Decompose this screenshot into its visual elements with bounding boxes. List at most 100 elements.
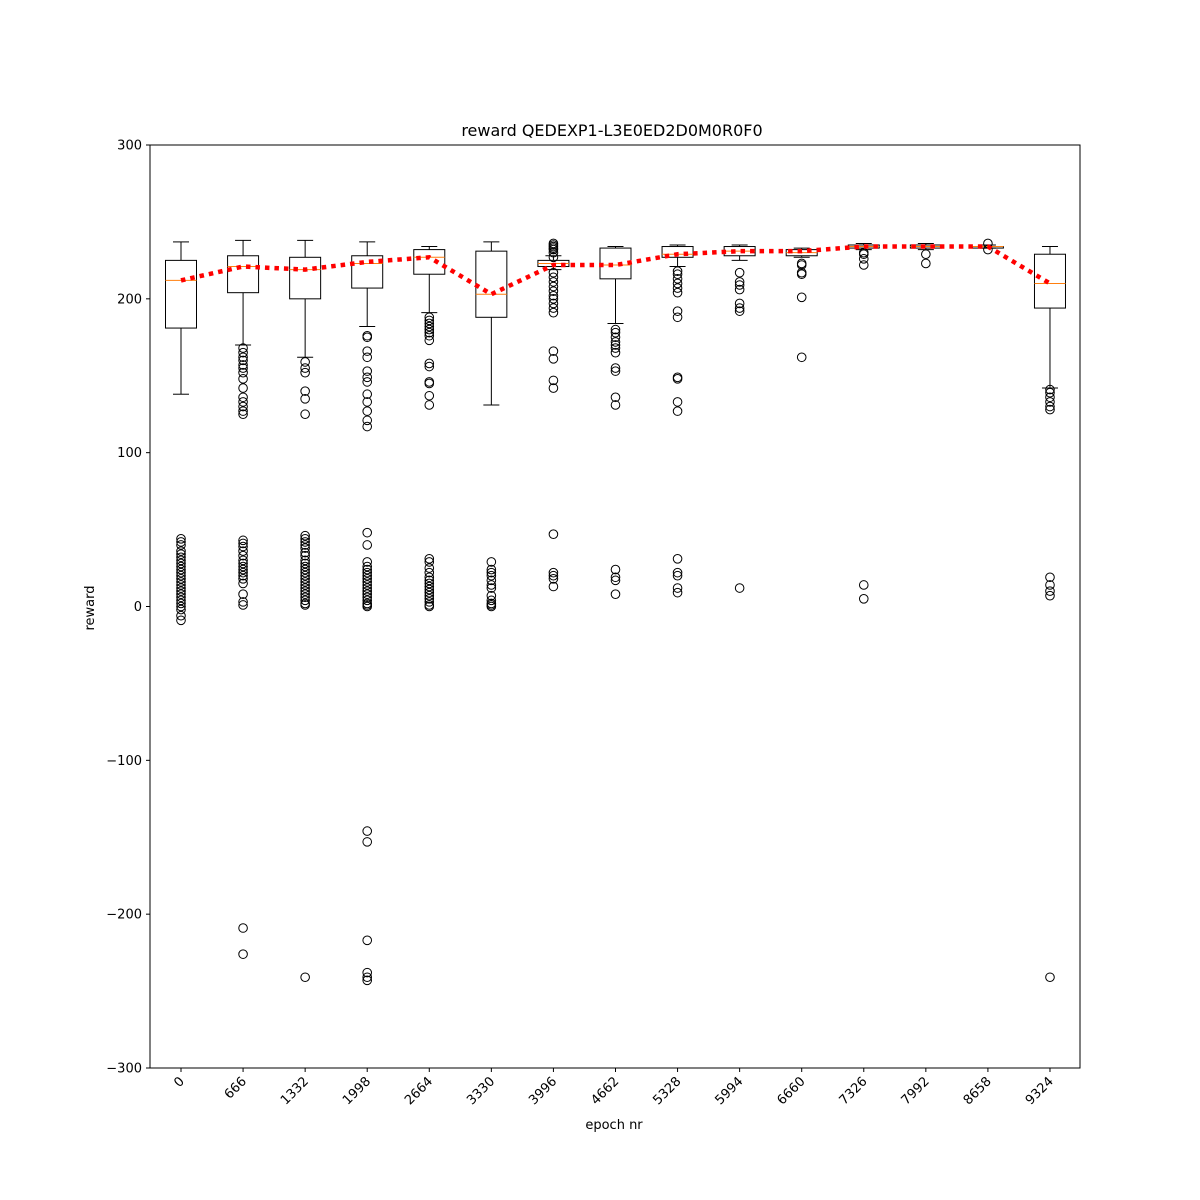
outlier-point	[424, 557, 435, 567]
outlier-point	[300, 363, 310, 373]
outlier-point	[672, 278, 683, 289]
y-tick-label: 100	[117, 446, 142, 461]
outlier-point	[610, 572, 621, 583]
plot-area	[165, 238, 1066, 986]
outlier-point	[362, 972, 373, 983]
outlier-point	[176, 534, 186, 544]
outlier-point	[548, 272, 559, 283]
x-tick-label: 0	[171, 1074, 187, 1090]
outlier-point	[610, 340, 621, 350]
outlier-point	[238, 363, 248, 373]
outlier-point	[300, 570, 310, 581]
outlier-point	[1045, 580, 1055, 590]
y-tick-label: −100	[106, 754, 142, 769]
outlier-point	[610, 575, 621, 586]
outlier-point	[1045, 387, 1055, 398]
outlier-point	[176, 586, 186, 596]
outlier-point	[610, 400, 621, 410]
outlier-point	[176, 604, 186, 615]
x-tick-label: 1998	[340, 1074, 374, 1108]
outlier-point	[672, 306, 683, 316]
outlier-point	[548, 286, 559, 296]
outlier-point	[796, 269, 807, 280]
outlier-point	[300, 595, 310, 606]
outlier-point	[672, 397, 683, 407]
y-tick-label: 0	[134, 600, 142, 615]
outlier-point	[424, 318, 435, 329]
outlier-point	[858, 580, 869, 590]
outlier-point	[548, 252, 559, 263]
outlier-point	[300, 583, 310, 593]
outlier-point	[176, 540, 186, 550]
outlier-point	[362, 421, 373, 432]
outlier-point	[486, 575, 497, 586]
outlier-point	[300, 540, 310, 550]
x-tick-label: 7992	[899, 1074, 933, 1108]
outlier-point	[610, 564, 621, 575]
chart-title: reward QEDEXP1-L3E0ED2D0M0R0F0	[461, 121, 762, 140]
outlier-point	[672, 587, 683, 598]
outlier-point	[176, 610, 186, 621]
outlier-point	[672, 374, 683, 384]
outlier-point	[362, 332, 373, 343]
outlier-point	[858, 249, 869, 260]
outlier-point	[796, 260, 807, 270]
outlier-point	[362, 586, 373, 596]
outlier-point	[362, 580, 373, 590]
outlier-point	[300, 357, 310, 367]
outlier-point	[424, 572, 435, 583]
outlier-point	[548, 247, 559, 258]
outlier-point	[486, 583, 497, 593]
outlier-point	[238, 923, 248, 933]
outlier-point	[548, 581, 559, 592]
outlier-point	[424, 567, 435, 578]
outlier-point	[362, 346, 373, 356]
outlier-point	[424, 400, 435, 410]
outlier-point	[610, 589, 621, 599]
outlier-point	[424, 361, 435, 372]
outlier-point	[238, 352, 248, 363]
outlier-point	[238, 597, 248, 607]
outlier-point	[362, 557, 373, 567]
outlier-point	[362, 567, 373, 578]
outlier-point	[362, 406, 373, 416]
outlier-point	[734, 298, 745, 309]
outlier-point	[486, 580, 497, 590]
outlier-point	[424, 327, 435, 338]
outlier-point	[238, 558, 248, 569]
outlier-point	[238, 570, 248, 581]
outlier-point	[610, 363, 621, 373]
x-tick-label: 3996	[526, 1074, 560, 1108]
mean-trend-line	[180, 244, 1052, 297]
outlier-point	[362, 837, 373, 847]
outlier-point	[238, 401, 248, 412]
x-axis-label: epoch nr	[585, 1118, 643, 1133]
outlier-point	[672, 406, 683, 416]
outlier-point	[362, 592, 373, 603]
outlier-point	[300, 558, 310, 569]
outlier-point	[176, 615, 186, 626]
x-tick-label: 8658	[961, 1074, 995, 1108]
outlier-point	[238, 360, 248, 370]
x-tick-label: 7326	[837, 1074, 871, 1108]
y-axis: −300 −200 −100 0 100 200 300	[106, 139, 150, 1077]
outlier-point	[548, 267, 559, 278]
outlier-point	[858, 260, 869, 270]
outlier-point	[1045, 401, 1055, 412]
outlier-point	[672, 583, 683, 593]
box	[599, 247, 632, 280]
outlier-point	[238, 343, 248, 353]
outlier-point	[300, 586, 310, 596]
y-tick-label: −300	[106, 1062, 142, 1077]
outlier-point	[424, 358, 435, 369]
outlier-point	[672, 567, 683, 578]
outlier-point	[238, 392, 248, 403]
outlier-point	[176, 577, 186, 587]
box-group	[475, 241, 508, 612]
y-tick-label: 300	[117, 139, 142, 154]
outlier-point	[362, 372, 373, 383]
outlier-point	[672, 283, 683, 293]
outlier-point	[362, 540, 373, 550]
outlier-point	[300, 561, 310, 572]
outlier-point	[424, 554, 435, 564]
